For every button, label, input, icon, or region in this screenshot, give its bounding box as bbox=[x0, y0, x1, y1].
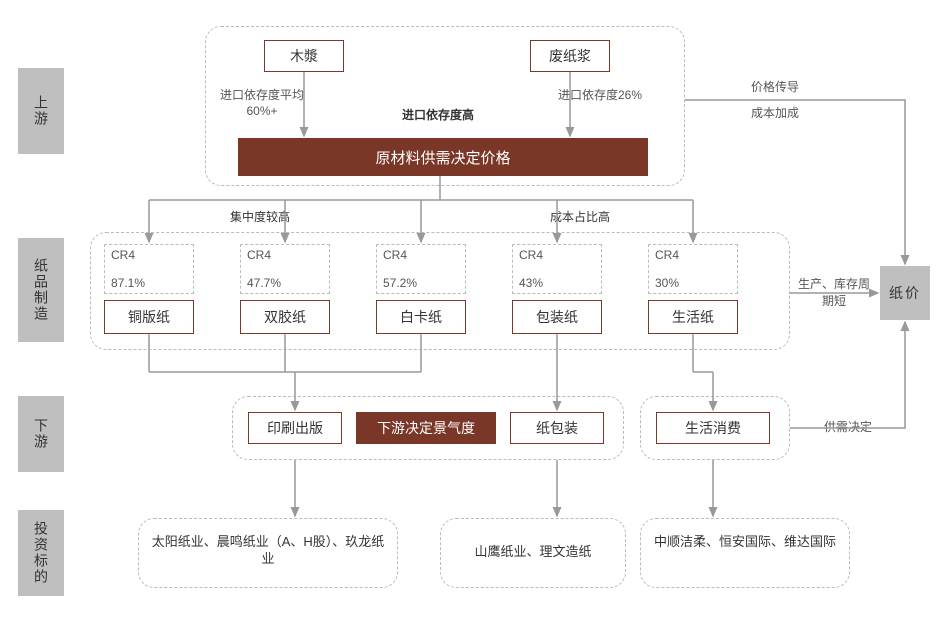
node-product-0: 铜版纸 bbox=[104, 300, 194, 334]
cr4-label-4: CR4 bbox=[655, 248, 679, 262]
cr4-label-1: CR4 bbox=[247, 248, 271, 262]
node-packaging: 纸包装 bbox=[510, 412, 604, 444]
text-invest-b: 山鹰纸业、理文造纸 bbox=[452, 544, 614, 561]
cr4-label-2: CR4 bbox=[383, 248, 407, 262]
text-cost-ratio: 成本占比高 bbox=[530, 210, 630, 226]
region-invest-c bbox=[640, 518, 850, 588]
node-printing: 印刷出版 bbox=[248, 412, 342, 444]
cr4-label-0: CR4 bbox=[111, 248, 135, 262]
cr4-label-3: CR4 bbox=[519, 248, 543, 262]
label-downstream: 下游 bbox=[18, 396, 64, 472]
cr4-box-2: CR4 57.2% bbox=[376, 244, 466, 294]
node-wood-pulp: 木漿 bbox=[264, 40, 344, 72]
label-upstream: 上游 bbox=[18, 68, 64, 154]
cr4-val-1: 47.7% bbox=[247, 276, 281, 290]
node-product-4: 生活纸 bbox=[648, 300, 738, 334]
text-waste-note: 进口依存度26% bbox=[555, 88, 645, 104]
cr4-val-2: 57.2% bbox=[383, 276, 417, 290]
node-waste-pulp: 废纸浆 bbox=[530, 40, 610, 72]
node-supply-demand-price: 原材料供需决定价格 bbox=[238, 138, 648, 176]
text-price-trans2: 成本加成 bbox=[720, 106, 830, 122]
cr4-val-0: 87.1% bbox=[111, 276, 145, 290]
node-product-3: 包装纸 bbox=[512, 300, 602, 334]
text-supply-decide: 供需决定 bbox=[808, 420, 888, 436]
cr4-box-4: CR4 30% bbox=[648, 244, 738, 294]
cr4-box-0: CR4 87.1% bbox=[104, 244, 194, 294]
text-mid-note: 进口依存度高 bbox=[378, 108, 498, 124]
cr4-val-4: 30% bbox=[655, 276, 679, 290]
cr4-box-3: CR4 43% bbox=[512, 244, 602, 294]
cr4-val-3: 43% bbox=[519, 276, 543, 290]
text-right-arrow: 生产、库存周期短 bbox=[794, 276, 874, 310]
label-manufacture: 纸品制造 bbox=[18, 238, 64, 342]
label-price: 纸价 bbox=[880, 266, 930, 320]
cr4-box-1: CR4 47.7% bbox=[240, 244, 330, 294]
label-invest: 投资标的 bbox=[18, 510, 64, 596]
node-life: 生活消费 bbox=[656, 412, 770, 444]
node-downstream-mid: 下游决定景气度 bbox=[356, 412, 496, 444]
text-concentration: 集中度较高 bbox=[210, 210, 310, 226]
text-invest-c: 中顺洁柔、恒安国际、维达国际 bbox=[652, 534, 838, 551]
node-product-2: 白卡纸 bbox=[376, 300, 466, 334]
text-invest-a: 太阳纸业、晨鸣纸业（A、H股）、玖龙纸业 bbox=[150, 534, 386, 568]
text-price-trans1: 价格传导 bbox=[720, 80, 830, 96]
node-product-1: 双胶纸 bbox=[240, 300, 330, 334]
text-wood-note: 进口依存度平均60%+ bbox=[212, 88, 312, 119]
